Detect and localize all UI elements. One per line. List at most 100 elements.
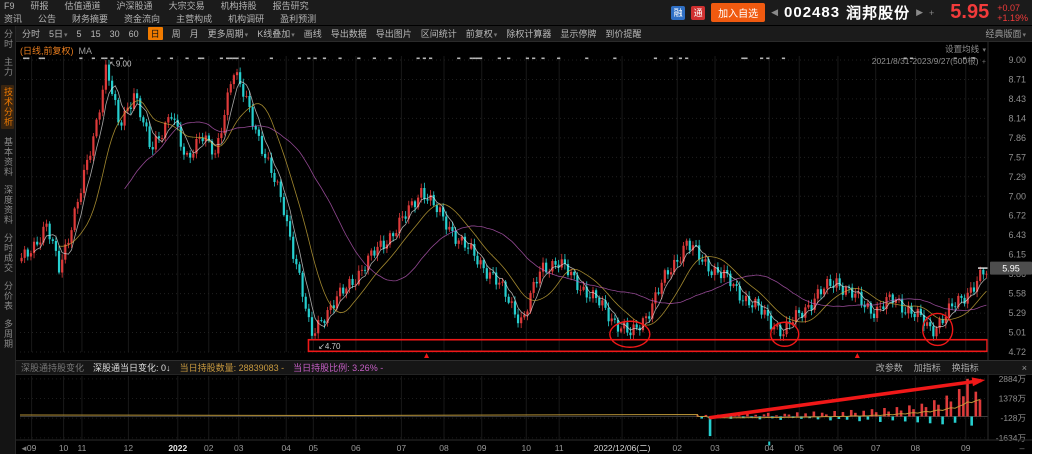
svg-text:↖9.00: ↖9.00 xyxy=(109,59,132,68)
svg-text:02: 02 xyxy=(204,443,214,453)
tab-weekly[interactable]: 周 xyxy=(171,29,181,39)
sub-stat-holding-qty: 当日持股数量: 28839083 - xyxy=(179,363,285,373)
adjust-mode-button[interactable]: 前复权▾ xyxy=(465,29,498,39)
sidebar-item-zhuli[interactable]: 主力 xyxy=(3,57,13,77)
svg-text:8.71: 8.71 xyxy=(1008,74,1026,84)
svg-text:–: – xyxy=(1019,443,1024,453)
sub-indicator-actions: 改参数 加指标 换指标 xyxy=(876,361,979,374)
sidebar-item-depth-info[interactable]: 深度资料 xyxy=(3,185,13,225)
svg-text:4.72: 4.72 xyxy=(1008,347,1026,357)
export-image-button[interactable]: 导出图片 xyxy=(375,29,412,39)
quick-add-icon[interactable]: + xyxy=(929,7,935,18)
menu-institution-holding[interactable]: 机构持股 xyxy=(220,1,257,11)
svg-text:5.58: 5.58 xyxy=(1008,289,1026,299)
sidebar-item-multi-period[interactable]: 多周期 xyxy=(3,319,13,349)
more-periods-button[interactable]: 更多周期▾ xyxy=(207,29,249,39)
chart-canvas[interactable]: 9.00 8.71 8.43 8.14 7.86 7.57 7.29 7.00 6.72 6.43… xyxy=(16,42,1032,454)
quote-header: 融 通 加入自选 ◀ 002483 润邦股份 ▶ + 5.95 +0.07 +1… xyxy=(671,1,1028,24)
price-change-pct: +1.19% xyxy=(997,12,1028,23)
price-change: +0.07 xyxy=(997,2,1020,13)
close-indicator-icon[interactable]: × xyxy=(1021,362,1027,373)
menu-profit-forecast[interactable]: 盈利预测 xyxy=(280,14,317,24)
prev-stock-icon[interactable]: ◀ xyxy=(771,7,779,17)
next-stock-icon[interactable]: ▶ xyxy=(916,7,924,17)
svg-text:7.00: 7.00 xyxy=(1008,191,1026,201)
svg-text:09: 09 xyxy=(961,443,971,453)
sidebar-item-tick-trades[interactable]: 分时成交 xyxy=(3,233,13,273)
show-suspension-button[interactable]: 显示停牌 xyxy=(560,29,597,39)
change-params-button[interactable]: 改参数 xyxy=(875,363,903,373)
svg-text:06: 06 xyxy=(351,443,361,453)
svg-text:5.29: 5.29 xyxy=(1008,308,1026,318)
svg-text:05: 05 xyxy=(309,443,319,453)
menu-report-research[interactable]: 报告研究 xyxy=(272,1,309,11)
chevron-down-icon: ▾ xyxy=(1022,32,1026,39)
range-stats-button[interactable]: 区间统计 xyxy=(420,29,457,39)
menu-research-report[interactable]: 研报 xyxy=(30,1,49,11)
switch-indicator-button[interactable]: 换指标 xyxy=(951,363,979,373)
svg-text:5.95: 5.95 xyxy=(1002,264,1020,274)
svg-text:6.72: 6.72 xyxy=(1008,211,1026,221)
sidebar-item-fenshi[interactable]: 分时 xyxy=(3,29,13,49)
tab-monthly[interactable]: 月 xyxy=(189,29,199,39)
kline-overlay-button[interactable]: K线叠加▾ xyxy=(257,29,295,39)
last-price: 5.95 xyxy=(950,1,990,23)
add-watchlist-button[interactable]: 加入自选 xyxy=(711,3,766,22)
sub-stat-daily-change: 深股通当日变化: 0↓ xyxy=(93,363,171,373)
menu-block-trade[interactable]: 大宗交易 xyxy=(168,1,205,11)
svg-text:10: 10 xyxy=(59,443,69,453)
chart-area: (日线,前复权) MA 设置均线 ▾ 2021/8/31-2023/9/27(50… xyxy=(16,42,1032,454)
svg-text:7.29: 7.29 xyxy=(1008,172,1026,182)
sub-indicator-title: 深股通持股变化 xyxy=(21,363,85,373)
svg-text:6.43: 6.43 xyxy=(1008,230,1026,240)
price-alert-button[interactable]: 到价提醒 xyxy=(605,29,642,39)
svg-text:08: 08 xyxy=(911,443,921,453)
svg-text:◄: ◄ xyxy=(20,444,28,453)
svg-text:7.86: 7.86 xyxy=(1008,133,1026,143)
menu-announcement[interactable]: 公告 xyxy=(38,14,57,24)
draw-line-button[interactable]: 画线 xyxy=(303,29,322,39)
chevron-down-icon: ▾ xyxy=(291,32,295,39)
svg-text:2022/12/06(二): 2022/12/06(二) xyxy=(594,443,651,453)
svg-text:06: 06 xyxy=(833,443,843,453)
menu-row-2: 资讯 公告 财务摘要 资金流向 主营构成 机构调研 盈利预测 xyxy=(4,13,316,25)
layout-select[interactable]: 经典版面▾ xyxy=(985,29,1026,39)
tab-daily[interactable]: 日 xyxy=(147,27,163,40)
sidebar-item-price-table[interactable]: 分价表 xyxy=(3,281,13,311)
tab-15min[interactable]: 15 xyxy=(90,28,101,39)
menu-institution-survey[interactable]: 机构调研 xyxy=(228,14,265,24)
tab-5day[interactable]: 5日▾ xyxy=(49,29,68,39)
menu-financial-summary[interactable]: 财务摘要 xyxy=(72,14,109,24)
date-range-label[interactable]: 2021/8/31-2023/9/27(500根) + xyxy=(871,56,986,66)
menu-f9[interactable]: F9 xyxy=(4,1,15,11)
svg-text:03: 03 xyxy=(710,443,720,453)
menu-valuation-channel[interactable]: 估值通道 xyxy=(64,1,101,11)
export-data-button[interactable]: 导出数据 xyxy=(330,29,367,39)
svg-text:8.43: 8.43 xyxy=(1008,94,1026,104)
exright-calculator-button[interactable]: 除权计算器 xyxy=(506,29,552,39)
menu-row-1: F9 研报 估值通道 沪深股通 大宗交易 机构持股 报告研究 xyxy=(4,0,316,12)
tab-60min[interactable]: 60 xyxy=(128,28,139,39)
svg-text:07: 07 xyxy=(397,443,407,453)
ma-settings-button[interactable]: 设置均线 ▾ xyxy=(945,44,986,54)
add-indicator-button[interactable]: 加指标 xyxy=(913,363,941,373)
svg-text:12: 12 xyxy=(124,443,134,453)
chevron-down-icon: ▾ xyxy=(982,47,986,54)
tab-fenshi[interactable]: 分时 xyxy=(22,29,41,39)
chevron-down-icon: ▾ xyxy=(244,32,249,39)
svg-text:09: 09 xyxy=(27,443,37,453)
tab-30min[interactable]: 30 xyxy=(109,28,120,39)
menu-hk-sz-connect[interactable]: 沪深股通 xyxy=(116,1,153,11)
svg-text:03: 03 xyxy=(234,443,244,453)
svg-text:08: 08 xyxy=(439,443,449,453)
menu-main-business[interactable]: 主营构成 xyxy=(176,14,213,24)
menu-news[interactable]: 资讯 xyxy=(4,14,23,24)
sidebar-item-technical-analysis[interactable]: 技术分析 xyxy=(1,85,14,129)
sidebar-item-basic-info[interactable]: 基本资料 xyxy=(3,137,13,177)
menu-fund-flow[interactable]: 资金流向 xyxy=(124,14,161,24)
tab-5min[interactable]: 5 xyxy=(76,28,82,39)
svg-text:05: 05 xyxy=(795,443,805,453)
stock-code: 002483 xyxy=(784,4,841,21)
svg-text:5.01: 5.01 xyxy=(1008,328,1026,338)
